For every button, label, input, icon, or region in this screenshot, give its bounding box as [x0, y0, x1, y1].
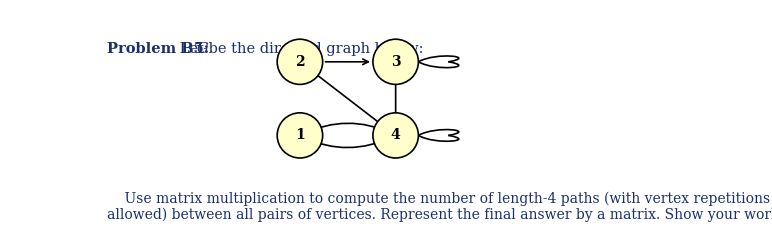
Text: Use matrix multiplication to compute the number of length-4 paths (with vertex r: Use matrix multiplication to compute the…	[107, 191, 770, 206]
Text: 1: 1	[295, 128, 305, 142]
Text: 4: 4	[391, 128, 401, 142]
Text: be the directed graph below:: be the directed graph below:	[204, 42, 424, 55]
Ellipse shape	[277, 113, 323, 158]
Text: G: G	[197, 42, 208, 55]
Ellipse shape	[373, 39, 418, 84]
Text: Problem B5:: Problem B5:	[107, 42, 209, 55]
Text: 2: 2	[295, 55, 305, 69]
Text: allowed) between all pairs of vertices. Represent the final answer by a matrix. : allowed) between all pairs of vertices. …	[107, 207, 772, 222]
Text: 3: 3	[391, 55, 401, 69]
Ellipse shape	[277, 39, 323, 84]
Ellipse shape	[373, 113, 418, 158]
Text: Let: Let	[175, 42, 208, 55]
